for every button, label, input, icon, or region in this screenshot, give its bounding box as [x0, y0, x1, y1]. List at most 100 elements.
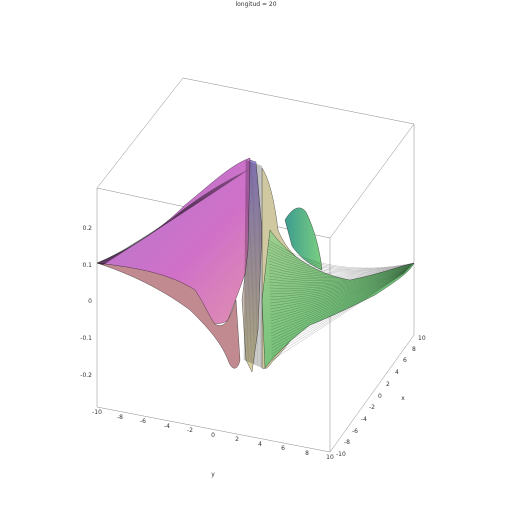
x-tick-label: 6	[403, 357, 407, 364]
z-axis-ticks: 0.2 0.1 0 -0.1 -0.2	[80, 225, 92, 379]
mesh-line	[249, 161, 252, 363]
mesh-line	[271, 270, 407, 337]
x-axis-ticks: -10 -8 -6 -4 -2 0 2 4 6 8 10	[336, 335, 426, 458]
mesh-line	[250, 162, 252, 363]
z-tick-label: 0.2	[82, 225, 92, 232]
mesh-line	[271, 272, 405, 352]
y-tick-label: -4	[164, 423, 170, 430]
y-tick-label: -10	[92, 409, 102, 416]
mesh-line	[269, 267, 410, 301]
y-tick-label: -6	[140, 418, 146, 425]
y-tick-label: 8	[305, 450, 309, 457]
mesh-line	[246, 160, 249, 362]
y-tick-label: 2	[235, 436, 239, 443]
mesh-line	[268, 265, 412, 277]
mesh-line	[257, 164, 258, 366]
y-axis-ticks: -10 -8 -6 -4 -2 0 2 4 6 8 10	[92, 409, 334, 461]
mesh-line	[270, 268, 409, 304]
mesh-line	[271, 270, 407, 334]
y-tick-label: 10	[326, 454, 334, 461]
mesh-line	[271, 272, 405, 358]
box-edge	[96, 406, 331, 453]
mesh-line	[270, 269, 408, 319]
box-edge	[329, 123, 415, 239]
mesh-line	[271, 271, 406, 343]
x-tick-label: 10	[418, 335, 426, 342]
x-tick-label: 4	[395, 369, 399, 376]
mesh-line	[270, 270, 407, 328]
mesh-line	[271, 271, 406, 349]
mesh-line	[270, 268, 409, 307]
mesh-line	[269, 266, 411, 285]
mesh-line	[270, 269, 408, 325]
mesh-line	[268, 242, 414, 269]
y-tick-label: 0	[211, 432, 215, 439]
mesh-line	[269, 265, 412, 280]
x-tick-label: -8	[344, 439, 350, 446]
mesh-line	[271, 271, 406, 340]
box-edge	[96, 77, 184, 189]
x-tick-label: -6	[352, 428, 358, 435]
x-tick-label: -4	[361, 416, 367, 423]
z-tick-label: 0	[88, 298, 92, 305]
y-axis-label: y	[211, 471, 215, 478]
y-tick-label: -8	[117, 414, 123, 421]
mesh-line	[270, 269, 408, 322]
mesh-line	[269, 266, 411, 287]
y-tick-label: 4	[258, 441, 262, 448]
x-tick-label: -2	[369, 404, 375, 411]
mesh-line	[255, 163, 257, 366]
surface-teal-lobe	[284, 207, 323, 271]
box-edge	[329, 334, 415, 453]
mesh-line	[254, 163, 256, 365]
mesh-line	[256, 164, 258, 366]
mesh-line	[270, 269, 408, 316]
chart-title: longitud = 20	[235, 1, 276, 8]
mesh-line	[268, 254, 413, 273]
mesh-line	[269, 266, 411, 289]
mesh-line	[270, 270, 407, 331]
surface-mesh	[96, 159, 415, 368]
y-tick-label: -2	[187, 427, 193, 434]
mesh-line	[267, 239, 415, 269]
mesh-line	[245, 160, 248, 361]
mesh-line	[246, 160, 249, 362]
mesh-line	[268, 245, 414, 270]
mesh-line	[269, 267, 410, 295]
x-tick-label: 2	[386, 381, 390, 388]
x-tick-label: 0	[378, 393, 382, 400]
mesh-line	[251, 162, 254, 364]
mesh-line	[268, 248, 414, 271]
x-tick-label: -10	[336, 451, 346, 458]
mesh-line	[268, 251, 414, 272]
mesh-line	[268, 260, 413, 275]
box-edge	[182, 77, 415, 125]
y-tick-label: 6	[281, 445, 285, 452]
mesh-line	[102, 169, 249, 266]
mesh-line	[251, 162, 253, 364]
x-tick-label: 8	[412, 346, 416, 353]
mesh-line	[269, 267, 410, 292]
mesh-line	[254, 163, 256, 365]
mesh-line	[249, 161, 251, 363]
z-tick-label: -0.2	[80, 372, 92, 379]
mesh-line	[270, 268, 409, 313]
z-tick-label: -0.1	[80, 335, 92, 342]
mesh-line	[271, 272, 405, 361]
x-axis-label: x	[401, 395, 405, 402]
mesh-line	[245, 160, 248, 361]
mesh-line	[271, 272, 405, 355]
mesh-line	[268, 263, 413, 276]
mesh-line	[269, 265, 412, 281]
mesh-line	[244, 160, 247, 361]
mesh-line	[270, 268, 409, 310]
mesh-line	[252, 162, 254, 364]
mesh-line	[248, 161, 251, 363]
mesh-line	[253, 163, 255, 365]
mesh-line	[248, 161, 250, 362]
z-tick-label: 0.1	[82, 262, 92, 269]
mesh-line	[268, 265, 412, 278]
mesh-line	[252, 162, 255, 365]
mesh-line	[243, 159, 247, 361]
